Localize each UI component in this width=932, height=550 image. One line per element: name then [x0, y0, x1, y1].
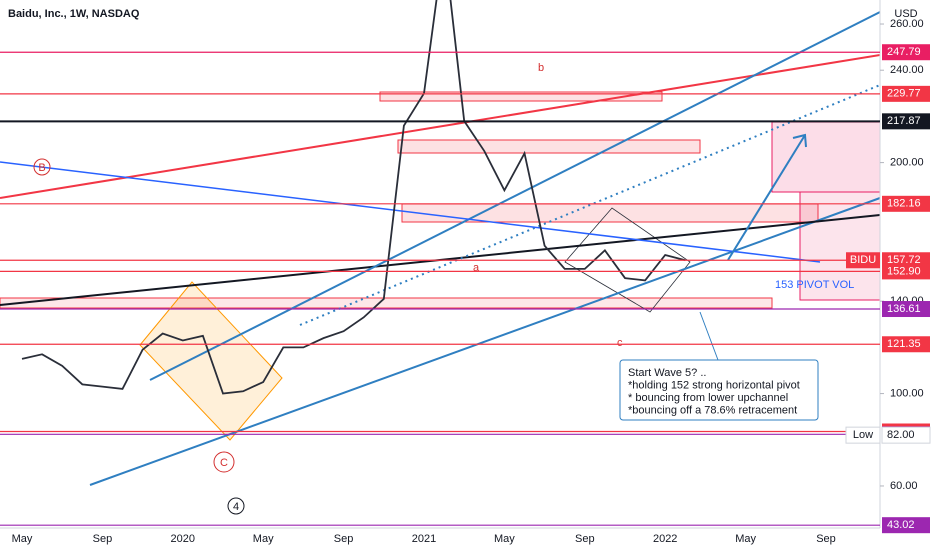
- price-tag-label: 152.90: [887, 265, 921, 277]
- x-tick-label: 2021: [412, 533, 436, 545]
- zone: [397, 139, 701, 154]
- chart-title: Baidu, Inc., 1W, NASDAQ: [8, 8, 140, 20]
- symbol-tag: [845, 426, 881, 444]
- trend-line: [149, 11, 880, 381]
- x-tick-label: 2020: [171, 533, 195, 545]
- price-tag: [882, 195, 930, 212]
- note-box: [619, 359, 819, 421]
- wave-circle: [213, 451, 235, 473]
- zone: [771, 121, 880, 193]
- symbol-tag: [846, 252, 880, 269]
- note-text: *bouncing off a 78.6% retracement: [628, 404, 797, 416]
- symbol-tag-label: Low: [853, 429, 873, 441]
- price-tag: [882, 263, 930, 280]
- y-tick-label: 260.00: [890, 18, 924, 30]
- price-tag-label: 217.87: [887, 115, 921, 127]
- arrow-head: [792, 133, 807, 148]
- price-tag: [882, 301, 930, 318]
- callout-line: [699, 311, 719, 361]
- price-tag: [882, 44, 930, 61]
- price-tag-label: 121.35: [887, 338, 921, 350]
- zone: [379, 91, 663, 102]
- trend-line: [89, 197, 880, 486]
- x-tick-label: 2022: [653, 533, 677, 545]
- price-tag-label: 136.61: [887, 303, 921, 315]
- annotation: a: [473, 262, 480, 274]
- y-tick-label: 240.00: [890, 64, 924, 76]
- price-tag: [882, 85, 930, 102]
- x-tick-label: May: [253, 533, 274, 545]
- arrow: [727, 134, 806, 261]
- price-tag: [882, 517, 930, 534]
- pattern: [564, 207, 691, 313]
- x-tick-label: May: [494, 533, 515, 545]
- note-text: Start Wave 5? ..: [628, 367, 706, 379]
- currency-box: [890, 6, 922, 22]
- annotation: B: [38, 162, 45, 174]
- price-tag-label: 247.79: [887, 46, 921, 58]
- price-tag: [882, 113, 930, 130]
- annotation: 4: [233, 501, 239, 513]
- annotation: c: [617, 337, 623, 349]
- zone: [0, 297, 773, 309]
- trend-line: [0, 54, 880, 199]
- trend-line: [0, 161, 821, 263]
- zone: [799, 191, 880, 301]
- x-tick-label: Sep: [334, 533, 354, 545]
- price-line: [21, 0, 686, 395]
- currency: USD: [894, 8, 917, 20]
- annotation: b: [538, 62, 544, 74]
- plot: [0, 0, 880, 526]
- x-tick-label: Sep: [816, 533, 836, 545]
- x-tick-label: May: [735, 533, 756, 545]
- wave-circle: [227, 497, 245, 515]
- y-tick-label: 200.00: [890, 157, 924, 169]
- wave-circle: [33, 158, 51, 176]
- price-tag-label: 182.16: [887, 198, 921, 210]
- x-tick-label: Sep: [93, 533, 113, 545]
- annotation: C: [220, 457, 228, 469]
- price-tag-label: 229.77: [887, 88, 921, 100]
- note-text: * bouncing from lower upchannel: [628, 392, 788, 404]
- price-tag-label: 43.02: [887, 519, 915, 531]
- y-tick-label: 60.00: [890, 480, 918, 492]
- note-text: *holding 152 strong horizontal pivot: [628, 379, 800, 391]
- x-tick-label: Sep: [575, 533, 595, 545]
- price-tag: [881, 426, 931, 444]
- y-tick-label: 100.00: [890, 387, 924, 399]
- annotation: 153 PIVOT VOL: [775, 279, 854, 291]
- price-tag-label: 157.72: [887, 254, 921, 266]
- symbol-tag-label: BIDU: [850, 254, 876, 266]
- trend-line: [299, 84, 880, 326]
- price-tag-label: 82.00: [887, 429, 915, 441]
- price-tag: [882, 336, 930, 353]
- x-tick-label: May: [12, 533, 33, 545]
